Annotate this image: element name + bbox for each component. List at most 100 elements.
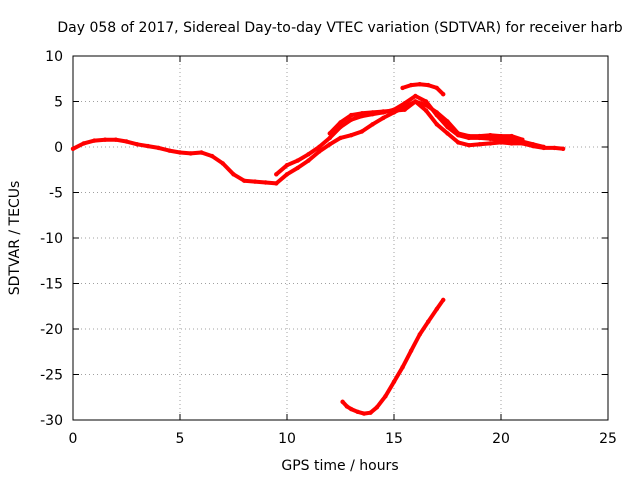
data-point xyxy=(520,137,525,142)
data-point xyxy=(413,93,418,99)
data-point xyxy=(381,109,386,114)
y-tick-label: -30 xyxy=(40,413,63,429)
data-point xyxy=(383,394,388,399)
y-tick-label: -10 xyxy=(40,231,63,247)
data-point xyxy=(370,110,375,115)
y-ticks: -30 -25 -20 -15 -10 -5 0 5 10 xyxy=(40,49,608,429)
data-point xyxy=(188,151,193,156)
data-point xyxy=(417,82,422,87)
data-point xyxy=(81,141,86,146)
data-point xyxy=(466,133,472,139)
x-tick-label: 20 xyxy=(492,431,510,447)
data-point xyxy=(370,122,375,127)
y-tick-label: 0 xyxy=(54,140,63,156)
data-point xyxy=(488,136,493,141)
y-tick-label: -20 xyxy=(40,322,63,338)
data-point xyxy=(338,135,343,141)
data-point xyxy=(541,144,546,150)
data-point xyxy=(359,111,365,116)
data-point xyxy=(426,319,431,324)
data-point xyxy=(441,297,446,303)
data-point xyxy=(413,99,418,104)
data-point xyxy=(434,122,439,127)
y-tick-label: -25 xyxy=(40,368,63,384)
data-point xyxy=(306,152,311,157)
data-point xyxy=(423,99,429,104)
x-ticks: 0 5 10 15 20 25 xyxy=(69,56,617,447)
data-series xyxy=(70,82,566,416)
data-point xyxy=(381,115,386,121)
data-point xyxy=(220,161,225,166)
data-point xyxy=(340,399,345,404)
data-point xyxy=(263,180,268,185)
data-point xyxy=(445,124,450,130)
data-point xyxy=(359,129,365,134)
data-point xyxy=(488,141,493,146)
data-point xyxy=(295,158,300,163)
data-point xyxy=(408,348,414,353)
data-point xyxy=(355,409,360,414)
data-point xyxy=(92,138,97,143)
data-point xyxy=(338,120,343,125)
data-point xyxy=(466,143,472,148)
chart-title: Day 058 of 2017, Sidereal Day-to-day VTE… xyxy=(57,20,622,36)
data-point xyxy=(423,102,429,108)
data-point xyxy=(274,172,279,177)
series-lower-arc xyxy=(340,297,446,416)
data-point xyxy=(445,119,450,124)
data-point xyxy=(284,172,290,177)
data-point xyxy=(349,406,354,412)
data-point xyxy=(456,131,461,136)
data-point xyxy=(349,117,354,122)
data-point xyxy=(177,150,183,155)
y-axis-label: SDTVAR / TECUs xyxy=(7,181,23,296)
data-point xyxy=(391,379,397,384)
data-point xyxy=(498,133,504,139)
y-tick-label: -5 xyxy=(49,186,63,202)
data-point xyxy=(441,92,446,97)
data-point xyxy=(426,82,431,88)
data-point xyxy=(374,405,380,410)
data-point xyxy=(231,172,236,177)
data-point xyxy=(400,365,405,370)
data-point xyxy=(368,410,373,415)
data-point xyxy=(167,148,172,153)
data-point xyxy=(145,143,151,149)
x-axis-label: GPS time / hours xyxy=(281,458,398,474)
data-point xyxy=(113,137,119,142)
data-point xyxy=(316,149,322,154)
data-point xyxy=(349,133,354,138)
data-point xyxy=(434,110,439,115)
x-tick-label: 10 xyxy=(278,431,296,447)
data-point xyxy=(400,85,405,91)
y-tick-label: -15 xyxy=(40,277,63,293)
data-point xyxy=(530,142,536,147)
data-point xyxy=(124,139,129,144)
data-point xyxy=(199,150,204,155)
data-point xyxy=(295,165,300,171)
series-upper-arc xyxy=(400,82,446,97)
data-point xyxy=(391,108,397,113)
data-point xyxy=(327,131,332,136)
x-tick-label: 25 xyxy=(599,431,617,447)
data-point xyxy=(488,133,493,138)
data-point xyxy=(477,142,482,147)
data-point xyxy=(349,112,354,118)
data-point xyxy=(560,146,566,151)
series-main-track-c xyxy=(327,99,525,142)
data-point xyxy=(209,153,215,159)
x-tick-label: 0 xyxy=(69,431,78,447)
data-point xyxy=(316,144,322,150)
data-point xyxy=(456,140,461,145)
data-point xyxy=(70,146,76,151)
data-point xyxy=(402,107,407,112)
data-point xyxy=(284,163,290,168)
data-point xyxy=(498,137,504,142)
data-point xyxy=(423,108,429,113)
data-point xyxy=(156,145,161,151)
data-point xyxy=(242,178,247,183)
data-point xyxy=(306,158,311,163)
data-point xyxy=(417,332,422,337)
grid-lines xyxy=(73,56,608,420)
